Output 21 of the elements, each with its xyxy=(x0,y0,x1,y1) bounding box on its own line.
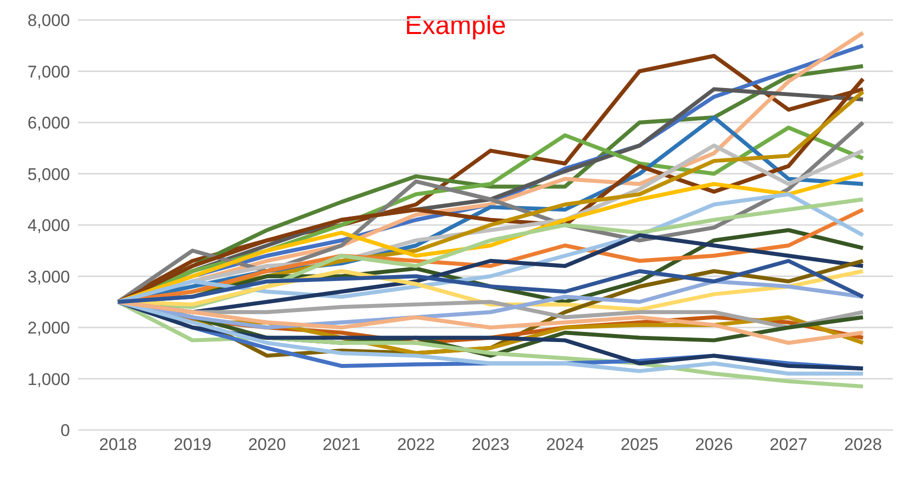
x-tick-label: 2026 xyxy=(695,435,733,454)
x-tick-label: 2019 xyxy=(174,435,212,454)
x-tick-label: 2028 xyxy=(844,435,882,454)
y-tick-label: 0 xyxy=(60,421,70,440)
x-tick-label: 2018 xyxy=(99,435,137,454)
x-tick-label: 2020 xyxy=(248,435,286,454)
y-tick-label: 6,000 xyxy=(27,114,70,133)
y-tick-label: 7,000 xyxy=(27,62,70,82)
y-tick-label: 1,000 xyxy=(27,370,70,389)
y-tick-label: 2,000 xyxy=(27,318,70,338)
x-tick-label: 2027 xyxy=(770,435,808,454)
x-tick-label: 2024 xyxy=(546,435,584,454)
chart-title: Example xyxy=(404,10,506,40)
x-tick-label: 2021 xyxy=(322,435,360,454)
y-tick-label: 5,000 xyxy=(27,164,70,184)
y-tick-label: 4,000 xyxy=(27,216,70,236)
y-tick-label: 3,000 xyxy=(27,267,70,286)
x-tick-label: 2023 xyxy=(472,435,510,454)
x-tick-label: 2022 xyxy=(397,435,435,454)
y-tick-label: 8,000 xyxy=(27,11,70,30)
x-tick-label: 2025 xyxy=(620,435,658,454)
